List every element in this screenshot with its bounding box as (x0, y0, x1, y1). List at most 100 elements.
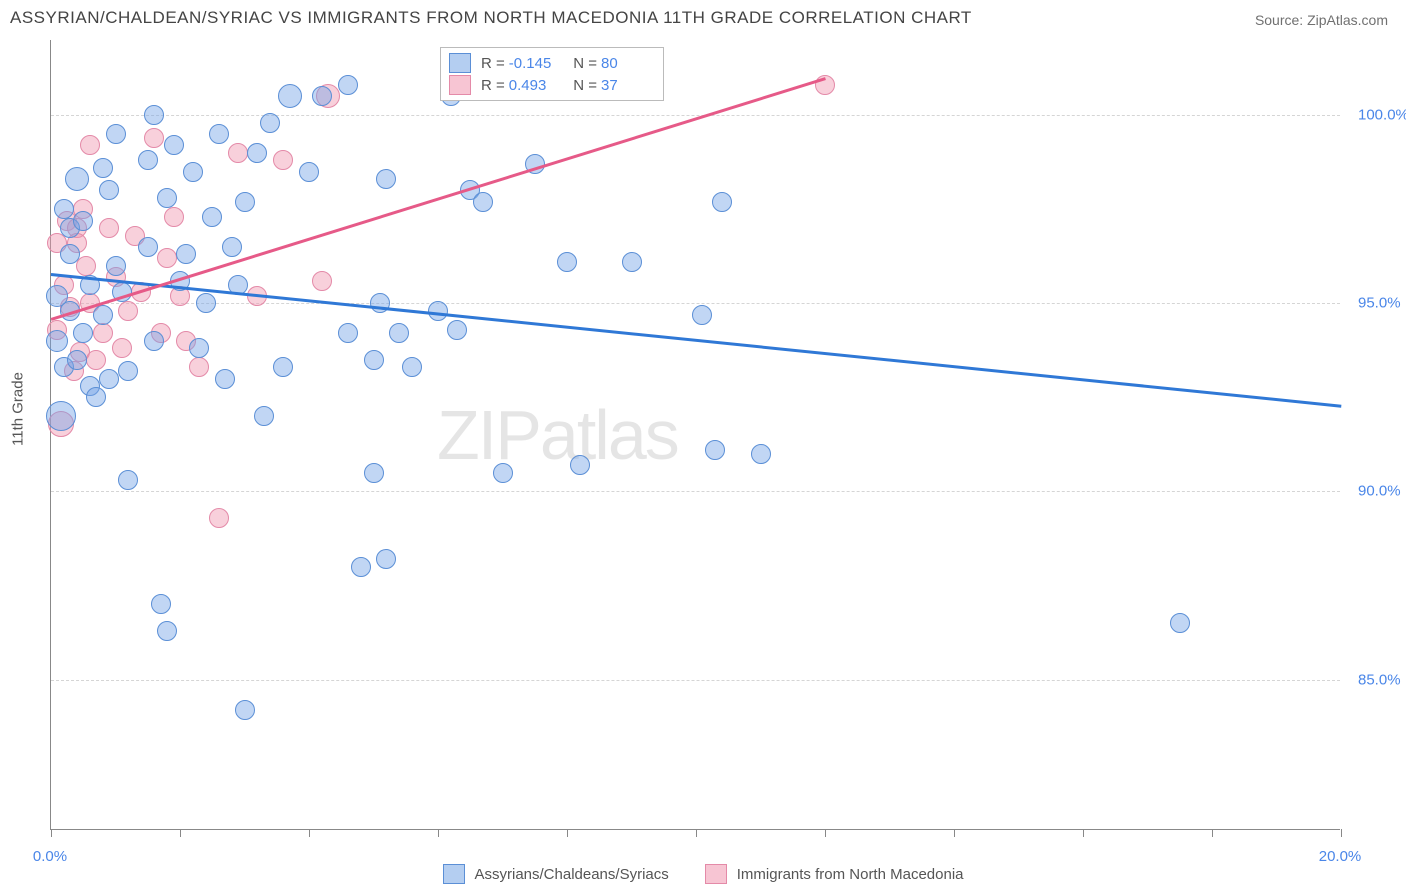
trend-line (51, 273, 1341, 407)
data-point (447, 320, 467, 340)
x-tick (567, 829, 568, 837)
legend-swatch-blue (443, 864, 465, 884)
x-tick (1212, 829, 1213, 837)
data-point (254, 406, 274, 426)
data-point (164, 135, 184, 155)
data-point (93, 323, 113, 343)
stats-legend-row: R =-0.145 N =80 (449, 52, 653, 74)
data-point (338, 75, 358, 95)
legend-item-2: Immigrants from North Macedonia (705, 864, 964, 884)
data-point (364, 463, 384, 483)
data-point (364, 350, 384, 370)
x-tick (1341, 829, 1342, 837)
legend-swatch-pink (705, 864, 727, 884)
data-point (118, 470, 138, 490)
watermark: ZIPatlas (437, 395, 678, 475)
data-point (338, 323, 358, 343)
data-point (312, 271, 332, 291)
data-point (76, 256, 96, 276)
data-point (1170, 613, 1190, 633)
x-tick (696, 829, 697, 837)
data-point (299, 162, 319, 182)
data-point (157, 248, 177, 268)
data-point (86, 387, 106, 407)
stats-legend: R =-0.145 N =80R =0.493 N =37 (440, 47, 664, 101)
y-tick-label: 85.0% (1358, 671, 1401, 688)
data-point (273, 150, 293, 170)
data-point (54, 199, 74, 219)
x-tick-label: 20.0% (1319, 848, 1362, 865)
data-point (118, 301, 138, 321)
data-point (86, 350, 106, 370)
data-point (228, 143, 248, 163)
data-point (99, 218, 119, 238)
data-point (157, 188, 177, 208)
data-point (235, 192, 255, 212)
y-tick-label: 95.0% (1358, 295, 1401, 312)
data-point (106, 256, 126, 276)
legend-swatch (449, 75, 471, 95)
x-tick (1083, 829, 1084, 837)
data-point (389, 323, 409, 343)
data-point (402, 357, 422, 377)
data-point (144, 105, 164, 125)
data-point (692, 305, 712, 325)
data-point (144, 331, 164, 351)
y-axis-label: 11th Grade (10, 372, 27, 446)
data-point (144, 128, 164, 148)
source-label: Source: ZipAtlas.com (1255, 12, 1388, 28)
data-point (751, 444, 771, 464)
data-point (65, 167, 89, 191)
data-point (60, 244, 80, 264)
data-point (138, 237, 158, 257)
data-point (370, 293, 390, 313)
data-point (222, 237, 242, 257)
data-point (376, 169, 396, 189)
data-point (473, 192, 493, 212)
data-point (46, 330, 68, 352)
data-point (99, 369, 119, 389)
data-point (712, 192, 732, 212)
data-point (157, 621, 177, 641)
data-point (202, 207, 222, 227)
x-tick (51, 829, 52, 837)
data-point (622, 252, 642, 272)
data-point (138, 150, 158, 170)
data-point (176, 244, 196, 264)
data-point (260, 113, 280, 133)
x-tick (309, 829, 310, 837)
data-point (209, 124, 229, 144)
x-tick (180, 829, 181, 837)
data-point (312, 86, 332, 106)
data-point (183, 162, 203, 182)
legend-label-1: Assyrians/Chaldeans/Syriacs (475, 866, 669, 883)
data-point (247, 143, 267, 163)
data-point (351, 557, 371, 577)
chart-title: ASSYRIAN/CHALDEAN/SYRIAC VS IMMIGRANTS F… (10, 8, 972, 28)
x-tick (438, 829, 439, 837)
data-point (93, 305, 113, 325)
data-point (557, 252, 577, 272)
gridline (51, 491, 1340, 492)
legend-label-2: Immigrants from North Macedonia (737, 866, 964, 883)
data-point (570, 455, 590, 475)
plot-area: ZIPatlas (50, 40, 1340, 830)
bottom-legend: Assyrians/Chaldeans/Syriacs Immigrants f… (0, 864, 1406, 884)
data-point (67, 350, 87, 370)
data-point (46, 401, 76, 431)
data-point (73, 323, 93, 343)
data-point (273, 357, 293, 377)
gridline (51, 680, 1340, 681)
data-point (106, 124, 126, 144)
data-point (189, 357, 209, 377)
data-point (235, 700, 255, 720)
y-tick-label: 100.0% (1358, 107, 1406, 124)
legend-item-1: Assyrians/Chaldeans/Syriacs (443, 864, 669, 884)
data-point (151, 594, 171, 614)
data-point (705, 440, 725, 460)
data-point (164, 207, 184, 227)
data-point (196, 293, 216, 313)
gridline (51, 303, 1340, 304)
legend-swatch (449, 53, 471, 73)
data-point (80, 135, 100, 155)
